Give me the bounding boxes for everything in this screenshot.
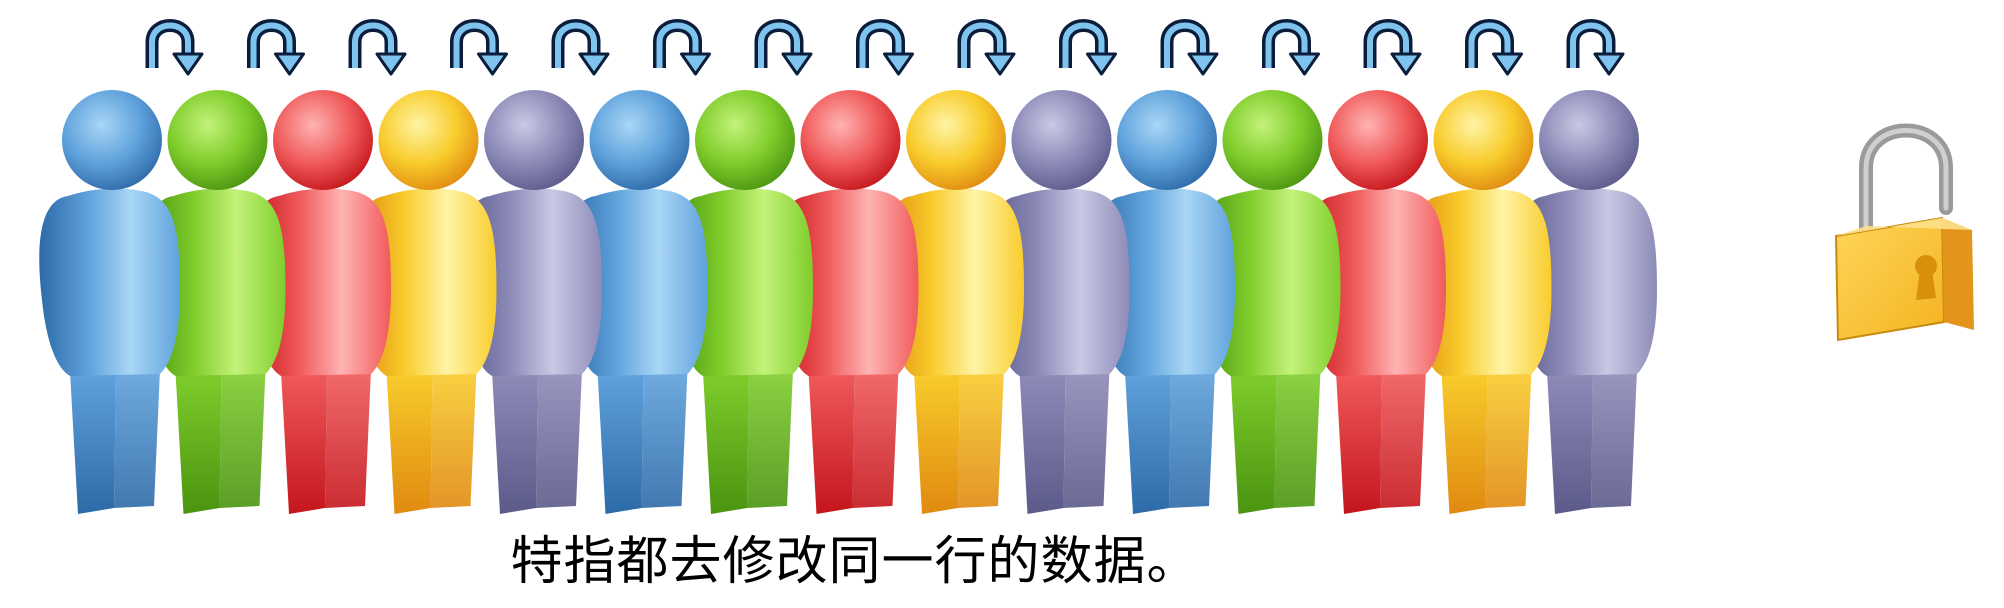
keyhole-icon [1915,255,1937,300]
person-figure-blue [566,90,708,514]
rotate-arrow-icon [1363,19,1422,76]
rotate-arrow-icon [1566,19,1625,76]
person-figure-purple [461,90,602,514]
caption-text: 特指都去修改同一行的数据。 [510,532,1200,592]
rotate-arrow-icon [551,19,610,76]
person-figure-green [1199,90,1341,514]
person-figure-red [1305,90,1446,514]
rotate-arrow-icon [1262,19,1320,76]
rotate-arrow-icon [1160,19,1219,76]
people-row [39,90,1657,514]
person-figure-blue [39,90,180,514]
person-figure-red [250,90,391,514]
padlock-icon [1834,123,1974,342]
rotate-arrow-icon [450,19,508,76]
rotate-arrow-icon [247,19,305,76]
person-figure-purple [988,90,1130,514]
rotate-arrow-icon [348,19,407,76]
rotate-arrow-icon [754,19,813,76]
person-figure-red [777,90,919,514]
rotate-arrow-icon [653,19,711,76]
rotate-arrow-icon [957,19,1016,76]
rotate-arrow-icon [1465,19,1523,76]
arrow-row [145,19,1625,76]
rotate-arrow-icon [856,19,914,76]
person-figure-blue [1094,90,1235,514]
rotate-arrow-icon [145,19,204,76]
person-figure-green [144,90,286,514]
person-figure-yellow [883,90,1024,514]
person-figure-green [672,90,813,514]
person-figure-yellow [355,90,497,514]
person-figure-yellow [1410,90,1552,514]
rotate-arrow-icon [1059,19,1117,76]
person-figure-purple [1516,90,1657,514]
